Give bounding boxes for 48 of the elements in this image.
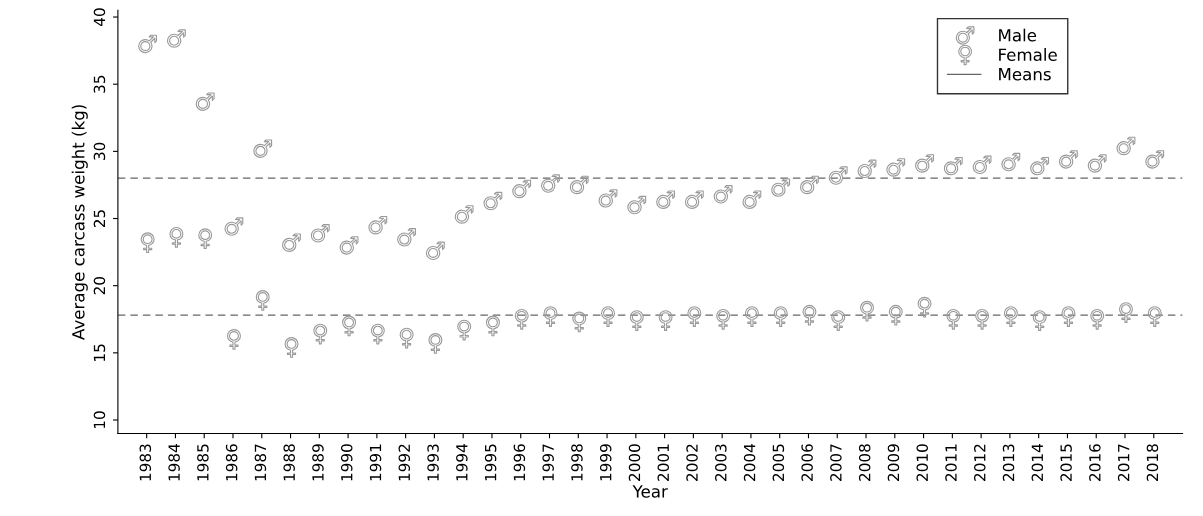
y-tick-label: 30: [93, 142, 106, 160]
x-tick-label: 1993: [427, 444, 439, 481]
legend-label: Female: [999, 48, 1057, 62]
x-tick-label: 2012: [974, 444, 986, 481]
x-tick-label: 1987: [254, 444, 267, 481]
x-tick-label: 2003: [715, 444, 727, 481]
x-tick-label: 2011: [945, 444, 957, 481]
y-axis-title: Average carcass weight (kg): [71, 105, 88, 340]
x-tick-label: 2010: [916, 444, 929, 481]
x-tick-label: 2005: [772, 444, 785, 481]
x-tick-label: 2017: [1117, 444, 1130, 481]
x-tick-label: 1994: [456, 444, 468, 481]
x-tick-label: 1992: [398, 444, 411, 481]
x-tick-label: 1983: [139, 444, 152, 481]
x-tick-label: 1985: [197, 444, 209, 481]
x-tick-label: 1991: [369, 444, 382, 481]
x-tick-label: 1989: [312, 444, 324, 481]
x-tick-label: 2008: [858, 444, 871, 481]
x-tick-label: 2004: [743, 444, 756, 481]
y-tick-label: 25: [93, 210, 106, 228]
x-tick-label: 2014: [1031, 444, 1044, 481]
y-tick-label: 15: [93, 344, 106, 361]
y-tick-label: 20: [93, 276, 106, 295]
x-tick-label: 2002: [686, 444, 698, 481]
y-tick-label: 10: [93, 411, 106, 429]
x-tick-label: 1986: [225, 444, 238, 481]
x-axis-title: Year: [632, 485, 668, 498]
x-tick-label: 1988: [283, 444, 295, 481]
x-tick-label: 2009: [887, 444, 900, 481]
x-tick-label: 2016: [1089, 444, 1101, 481]
x-tick-label: 1990: [340, 444, 353, 481]
x-tick-label: 2013: [1002, 444, 1015, 481]
x-tick-label: 1984: [168, 444, 180, 481]
x-tick-label: 1995: [484, 444, 497, 481]
legend-label: Means: [999, 68, 1051, 81]
x-tick-label: 2006: [801, 444, 813, 481]
x-tick-label: 2015: [1060, 444, 1072, 481]
x-tick-label: 2001: [657, 444, 670, 481]
x-tick-label: 2007: [830, 444, 842, 481]
y-tick-label: 35: [93, 75, 106, 93]
x-tick-label: 2018: [1146, 444, 1159, 481]
x-tick-label: 2000: [628, 444, 641, 481]
x-tick-label: 1999: [599, 444, 612, 481]
y-tick-label: 40: [93, 8, 106, 27]
x-tick-label: 1996: [513, 444, 526, 481]
x-tick-label: 1998: [571, 444, 583, 481]
legend-label: Male: [999, 28, 1037, 42]
x-tick-label: 1997: [542, 444, 554, 481]
